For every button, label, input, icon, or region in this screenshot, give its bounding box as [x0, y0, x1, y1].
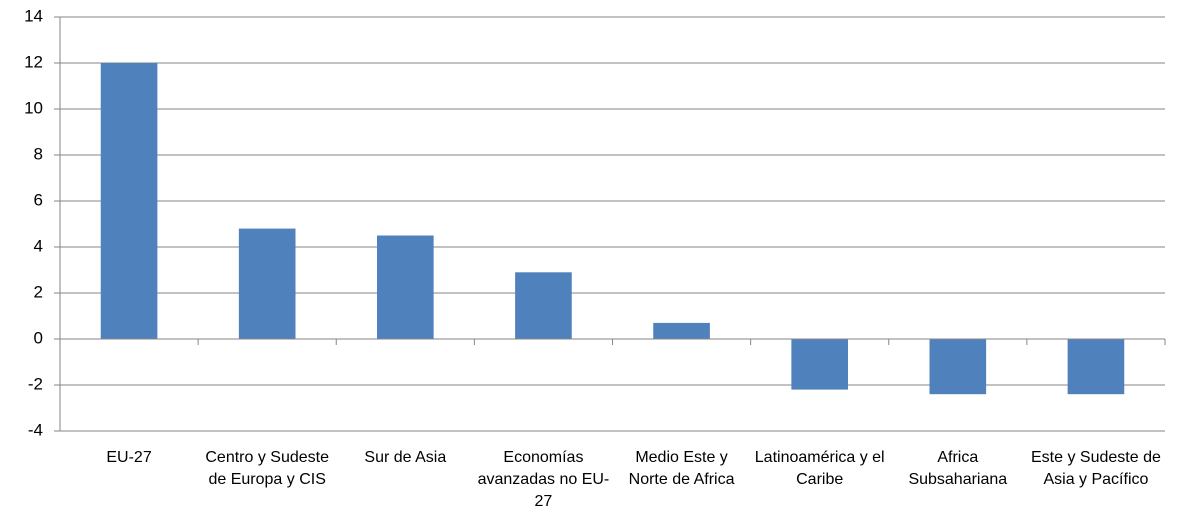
y-tick-label: -2 — [28, 374, 43, 393]
x-tick-label: Centro y Sudeste de Europa y CIS — [205, 449, 329, 488]
x-label-box: Sur de Asia — [364, 449, 447, 466]
x-tick-label: Economías avanzadas no EU-27 — [477, 449, 610, 510]
bar — [100, 63, 158, 339]
x-tick-label: Sur de Asia — [364, 449, 447, 466]
bar — [515, 272, 572, 339]
x-label-box: Africa Subsahariana — [908, 449, 1008, 488]
x-tick-label: Este y Sudeste de Asia y Pacífico — [1031, 449, 1161, 488]
y-tick-label: 14 — [24, 6, 43, 25]
x-label-box: Centro y Sudeste de Europa y CIS — [205, 449, 329, 488]
y-tick-label: 2 — [34, 282, 43, 301]
x-label-box: Latinoamérica y el Caribe — [754, 449, 885, 488]
y-tick-label: 6 — [34, 190, 43, 209]
bar — [791, 339, 849, 390]
x-tick-label: Africa Subsahariana — [908, 449, 1008, 488]
bar — [653, 322, 710, 339]
x-label-box: Medio Este y Norte de Africa — [628, 449, 735, 488]
bar — [929, 339, 987, 395]
x-tick-label: Medio Este y Norte de Africa — [628, 449, 735, 488]
bar — [238, 228, 296, 339]
y-tick-label: 0 — [34, 328, 43, 347]
y-tick-label: 4 — [34, 236, 43, 255]
x-tick-label: Latinoamérica y el Caribe — [754, 449, 885, 488]
x-tick-label: EU-27 — [106, 449, 152, 466]
x-label-box: Economías avanzadas no EU-27 — [477, 449, 610, 510]
y-tick-label: 10 — [24, 98, 43, 117]
y-tick-label: 8 — [34, 144, 43, 163]
bar — [376, 235, 434, 339]
y-tick-label: 12 — [24, 52, 43, 71]
y-tick-label: -4 — [28, 420, 43, 439]
bar — [1067, 339, 1125, 395]
x-label-box: Este y Sudeste de Asia y Pacífico — [1031, 449, 1161, 488]
x-label-box: EU-27 — [106, 449, 152, 466]
